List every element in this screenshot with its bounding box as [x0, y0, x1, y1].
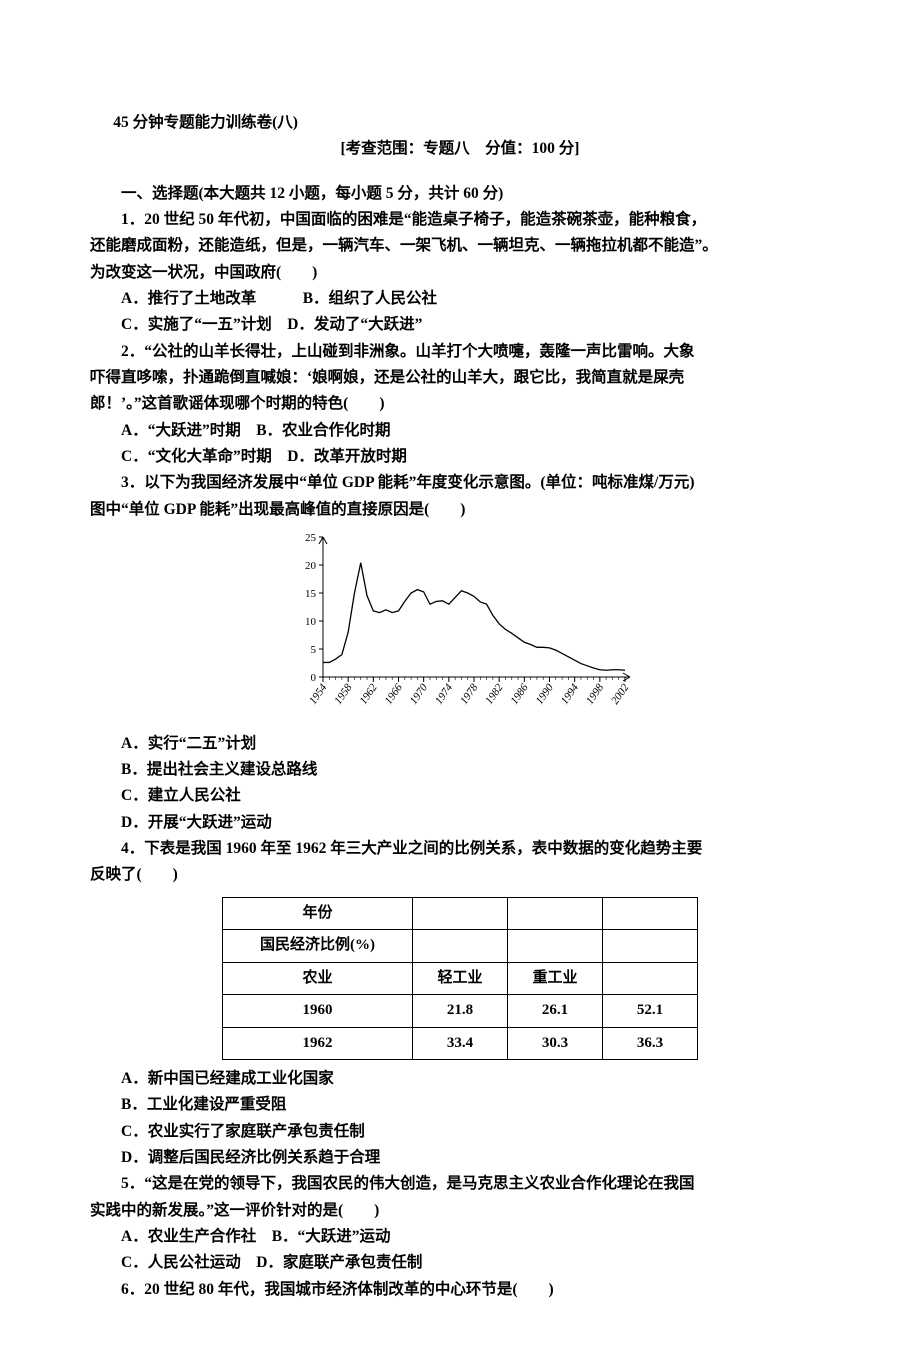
svg-text:1998: 1998 — [584, 682, 607, 707]
svg-text:5: 5 — [311, 644, 317, 656]
gdp-energy-chart: 0510152025195419581962196619701974197819… — [90, 529, 830, 728]
q3-line1: 3．以下为我国经济发展中“单位 GDP 能耗”年度变化示意图。(单位：吨标准煤/… — [90, 470, 830, 496]
q2-line1: 2．“公社的山羊长得壮，上山碰到非洲象。山羊打个大喷嚏，轰隆一声比雷响。大象 — [90, 339, 830, 365]
svg-text:1986: 1986 — [508, 682, 531, 707]
q3-line2: 图中“单位 GDP 能耗”出现最高峰值的直接原因是( ) — [90, 497, 830, 523]
q1-options-cd: C．实施了“一五”计划 D．发动了“大跃进” — [90, 312, 830, 338]
svg-text:1970: 1970 — [408, 682, 431, 707]
q4-option-a: A．新中国已经建成工业化国家 — [90, 1066, 830, 1092]
q3-option-d: D．开展“大跃进”运动 — [90, 810, 830, 836]
q6-line1: 6．20 世纪 80 年代，我国城市经济体制改革的中心环节是( ) — [90, 1277, 830, 1303]
q1-line3: 为改变这一状况，中国政府( ) — [90, 260, 830, 286]
q3-option-a: A．实行“二五”计划 — [90, 731, 830, 757]
svg-text:25: 25 — [305, 532, 317, 544]
q1-options-ab: A．推行了土地改革 B．组织了人民公社 — [90, 286, 830, 312]
industry-ratio-table: 年份国民经济比例(%)农业轻工业重工业196021.826.152.119623… — [222, 897, 698, 1061]
q2-line2: 吓得直哆嗦，扑通跪倒直喊娘：‘娘啊娘，还是公社的山羊大，跟它比，我简直就是屎壳 — [90, 365, 830, 391]
svg-text:1990: 1990 — [534, 682, 557, 707]
exam-subtitle: [考查范围：专题八 分值：100 分] — [90, 136, 830, 162]
q3-option-c: C．建立人民公社 — [90, 783, 830, 809]
svg-text:1982: 1982 — [483, 682, 506, 707]
svg-text:1994: 1994 — [559, 682, 582, 707]
section-1-heading: 一、选择题(本大题共 12 小题，每小题 5 分，共计 60 分) — [90, 181, 830, 207]
svg-text:1978: 1978 — [458, 682, 481, 707]
q4-option-d: D．调整后国民经济比例关系趋于合理 — [90, 1145, 830, 1171]
q3-option-b: B．提出社会主义建设总路线 — [90, 757, 830, 783]
svg-text:1962: 1962 — [357, 682, 380, 707]
q5-options-cd: C．人民公社运动 D．家庭联产承包责任制 — [90, 1250, 830, 1276]
svg-text:0: 0 — [311, 672, 317, 684]
svg-text:1966: 1966 — [383, 682, 406, 707]
svg-text:1954: 1954 — [307, 682, 330, 707]
q2-options-cd: C．“文化大革命”时期 D．改革开放时期 — [90, 444, 830, 470]
q5-options-ab: A．农业生产合作社 B．“大跃进”运动 — [90, 1224, 830, 1250]
q2-options-ab: A．“大跃进”时期 B．农业合作化时期 — [90, 418, 830, 444]
svg-text:15: 15 — [305, 588, 317, 600]
q5-line2: 实践中的新发展。”这一评价针对的是( ) — [90, 1198, 830, 1224]
q5-line1: 5．“这是在党的领导下，我国农民的伟大创造，是马克思主义农业合作化理论在我国 — [90, 1171, 830, 1197]
q2-line3: 郎！’。”这首歌谣体现哪个时期的特色( ) — [90, 391, 830, 417]
svg-text:1958: 1958 — [332, 682, 355, 707]
q4-option-b: B．工业化建设严重受阻 — [90, 1092, 830, 1118]
svg-text:（年份）: （年份） — [627, 698, 635, 712]
exam-title: 45 分钟专题能力训练卷(八) — [90, 110, 830, 136]
q4-line1: 4．下表是我国 1960 年至 1962 年三大产业之间的比例关系，表中数据的变… — [90, 836, 830, 862]
svg-text:20: 20 — [305, 560, 317, 572]
q4-option-c: C．农业实行了家庭联产承包责任制 — [90, 1119, 830, 1145]
q1-line2: 还能磨成面粉，还能造纸，但是，一辆汽车、一架飞机、一辆坦克、一辆拖拉机都不能造”… — [90, 233, 830, 259]
q1-line1: 1．20 世纪 50 年代初，中国面临的困难是“能造桌子椅子，能造茶碗茶壶，能种… — [90, 207, 830, 233]
svg-text:1974: 1974 — [433, 682, 456, 707]
svg-text:10: 10 — [305, 616, 317, 628]
q4-line2: 反映了( ) — [90, 862, 830, 888]
